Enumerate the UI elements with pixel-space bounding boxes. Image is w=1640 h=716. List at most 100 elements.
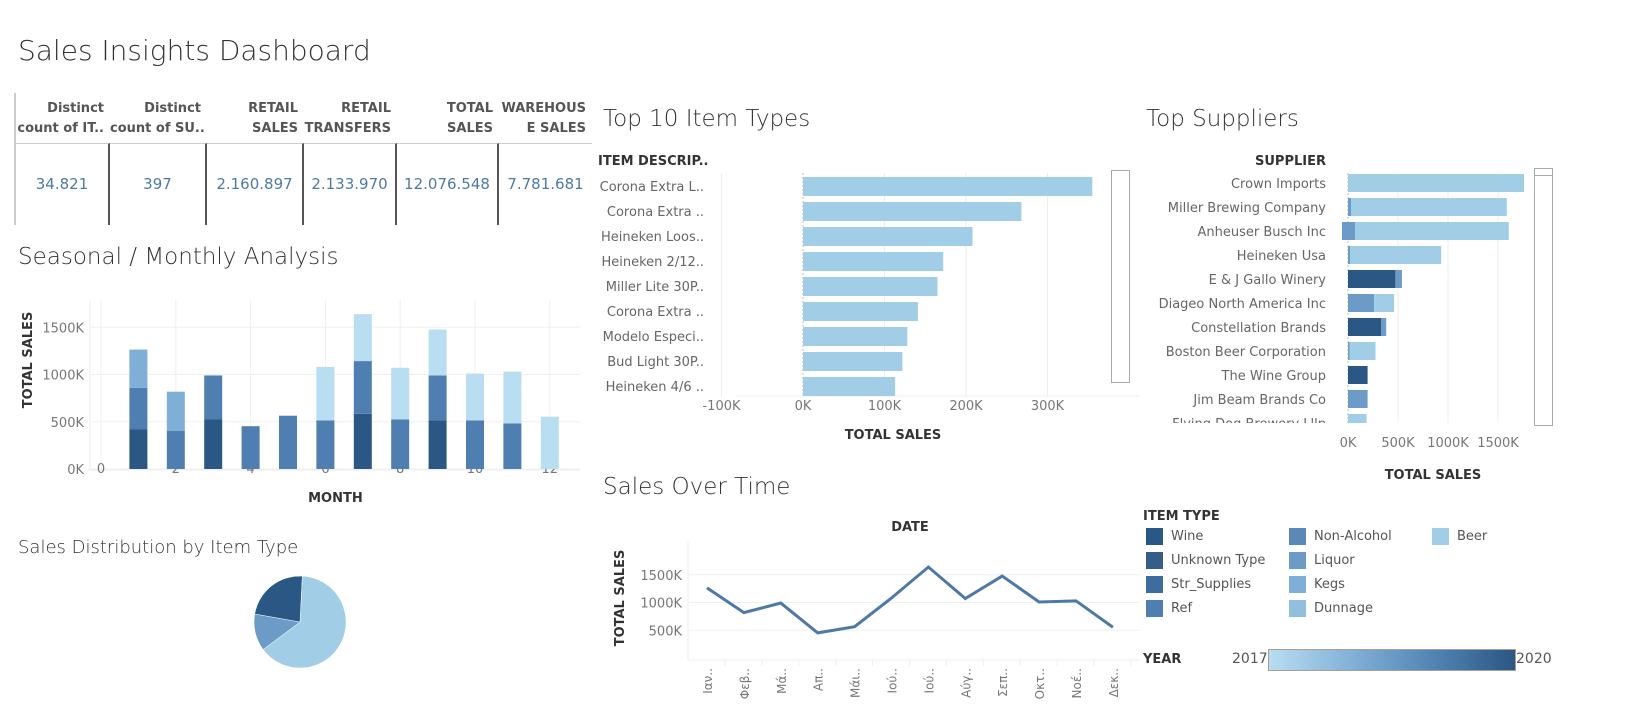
legend-item[interactable]: Dunnage bbox=[1289, 600, 1373, 617]
bar[interactable] bbox=[803, 302, 918, 321]
row-label[interactable]: Corona Extra .. bbox=[607, 305, 704, 320]
bar-segment[interactable] bbox=[129, 387, 148, 430]
row-label[interactable]: Modelo Especi.. bbox=[603, 330, 704, 345]
bar-segment[interactable] bbox=[166, 391, 185, 432]
bar-segment[interactable] bbox=[391, 419, 410, 469]
row-label[interactable]: Heineken 2/12.. bbox=[601, 255, 704, 270]
bar-segment[interactable] bbox=[1395, 270, 1402, 288]
row-label[interactable]: E & J Gallo Winery bbox=[1209, 273, 1327, 288]
legend-item[interactable]: Unknown Type bbox=[1146, 552, 1265, 569]
bar-segment[interactable] bbox=[1351, 198, 1507, 216]
row-label[interactable]: Miller Brewing Company bbox=[1168, 201, 1327, 216]
top10-scrollbar[interactable] bbox=[1111, 170, 1130, 383]
bar-segment[interactable] bbox=[129, 429, 148, 469]
bar-segment[interactable] bbox=[1342, 222, 1348, 240]
bar[interactable] bbox=[803, 227, 973, 246]
kpi-header: WAREHOUS E SALES bbox=[499, 93, 592, 143]
bar-segment[interactable] bbox=[1348, 342, 1350, 360]
scrollbar-thumb[interactable] bbox=[1535, 169, 1552, 176]
pie-slice[interactable] bbox=[254, 575, 303, 623]
bar-segment[interactable] bbox=[1355, 222, 1509, 240]
bar-segment[interactable] bbox=[204, 375, 223, 420]
row-label[interactable]: Crown Imports bbox=[1231, 177, 1326, 192]
x-axis-title: TOTAL SALES bbox=[1385, 468, 1482, 483]
x-tick-label: 500K bbox=[1381, 436, 1415, 451]
x-axis-title: MONTH bbox=[308, 491, 363, 506]
bar[interactable] bbox=[803, 277, 938, 296]
legend-item[interactable]: Non-Alcohol bbox=[1289, 528, 1392, 545]
bar-segment[interactable] bbox=[316, 366, 335, 421]
bar[interactable] bbox=[803, 202, 1022, 221]
suppliers-scrollbar[interactable] bbox=[1534, 168, 1553, 426]
bar-segment[interactable] bbox=[540, 416, 559, 469]
legend-swatch bbox=[1146, 528, 1163, 545]
legend-item[interactable]: Ref bbox=[1146, 600, 1192, 617]
bar[interactable] bbox=[803, 327, 908, 346]
row-label[interactable]: Bud Light 30P.. bbox=[607, 355, 704, 370]
row-label[interactable]: Boston Beer Corporation bbox=[1166, 345, 1326, 360]
kpi-value: 34.821 bbox=[16, 143, 110, 225]
bar-segment[interactable] bbox=[241, 426, 260, 469]
bar-segment[interactable] bbox=[503, 423, 522, 469]
row-label[interactable]: Corona Extra .. bbox=[607, 205, 704, 220]
bar-segment[interactable] bbox=[428, 329, 447, 376]
bar-segment[interactable] bbox=[1348, 246, 1350, 264]
bar-segment[interactable] bbox=[1381, 318, 1387, 336]
bar-segment[interactable] bbox=[1350, 246, 1442, 264]
x-tick-label: 6 bbox=[321, 462, 329, 477]
bar-segment[interactable] bbox=[353, 413, 372, 469]
row-label[interactable]: Diageo North America Inc bbox=[1159, 297, 1326, 312]
row-label[interactable]: Constellation Brands bbox=[1191, 321, 1326, 336]
bar-segment[interactable] bbox=[316, 420, 335, 469]
bar-segment[interactable] bbox=[1348, 270, 1396, 288]
bar-segment[interactable] bbox=[279, 415, 297, 469]
x-tick-label: Δεκ.. bbox=[1107, 668, 1121, 697]
bar-segment[interactable] bbox=[466, 420, 484, 469]
bar-segment[interactable] bbox=[428, 375, 447, 421]
kpi-header-line: SALES bbox=[252, 121, 298, 136]
bar[interactable] bbox=[803, 252, 944, 271]
bar-segment[interactable] bbox=[1349, 342, 1376, 360]
bar-segment[interactable] bbox=[391, 367, 410, 420]
column-header: DATE bbox=[891, 520, 929, 535]
x-tick-label: Μάι.. bbox=[849, 668, 863, 698]
bar-segment[interactable] bbox=[129, 349, 148, 388]
overtime-title: Sales Over Time bbox=[603, 474, 791, 500]
kpi-value: 12.076.548 bbox=[397, 143, 499, 225]
bar[interactable] bbox=[803, 177, 1093, 196]
row-label[interactable]: Heineken Usa bbox=[1237, 249, 1326, 264]
x-tick-label: Απ.. bbox=[812, 668, 826, 691]
legend-item[interactable]: Beer bbox=[1432, 528, 1487, 545]
pie-slice[interactable] bbox=[262, 575, 347, 669]
bar-segment[interactable] bbox=[1374, 294, 1395, 312]
bar[interactable] bbox=[803, 377, 896, 396]
bar-segment[interactable] bbox=[1348, 294, 1375, 312]
row-label[interactable]: Corona Extra L.. bbox=[600, 180, 704, 195]
bar-segment[interactable] bbox=[1348, 318, 1382, 336]
bar-segment[interactable] bbox=[166, 431, 185, 469]
legend-item[interactable]: Wine bbox=[1146, 528, 1203, 545]
sales-line[interactable] bbox=[706, 565, 1114, 635]
row-label[interactable]: The Wine Group bbox=[1221, 369, 1326, 384]
bar[interactable] bbox=[803, 352, 903, 371]
bar-segment[interactable] bbox=[1348, 174, 1524, 192]
bar-segment[interactable] bbox=[428, 420, 447, 469]
bar-segment[interactable] bbox=[1348, 366, 1368, 384]
row-label[interactable]: Heineken 4/6 .. bbox=[606, 380, 704, 395]
bar-segment[interactable] bbox=[353, 314, 372, 362]
bar-segment[interactable] bbox=[353, 361, 372, 414]
row-label[interactable]: Anheuser Busch Inc bbox=[1197, 225, 1326, 240]
bar-segment[interactable] bbox=[1348, 390, 1368, 408]
bar-segment[interactable] bbox=[204, 419, 223, 469]
bar-segment[interactable] bbox=[503, 371, 522, 424]
row-label[interactable]: Heineken Loos.. bbox=[601, 230, 704, 245]
legend-item[interactable]: Liquor bbox=[1289, 552, 1355, 569]
bar-segment[interactable] bbox=[1348, 198, 1351, 216]
kpi-column: Distinct count of IT.. 34.821 bbox=[16, 93, 110, 225]
row-label[interactable]: Jim Beam Brands Co bbox=[1192, 393, 1326, 408]
legend-item[interactable]: Str_Supplies bbox=[1146, 576, 1251, 593]
bar-segment[interactable] bbox=[466, 373, 484, 421]
bar-segment[interactable] bbox=[1348, 222, 1355, 240]
legend-item[interactable]: Kegs bbox=[1289, 576, 1345, 593]
row-label[interactable]: Miller Lite 30P.. bbox=[606, 280, 704, 295]
